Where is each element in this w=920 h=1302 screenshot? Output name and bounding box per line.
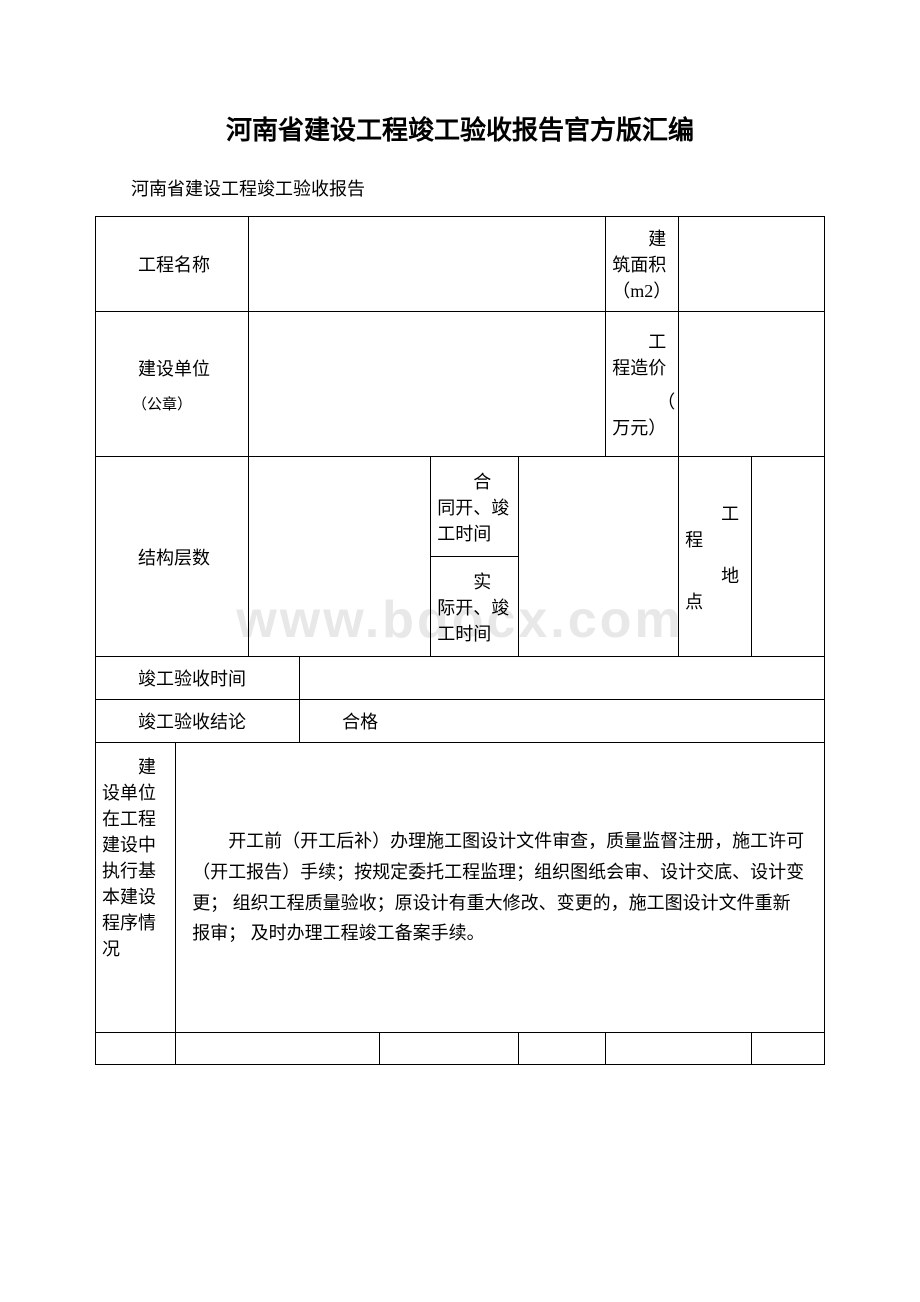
report-table: 工程名称 建筑面积（m2） 建设单位 （公章） 工程造价 （万元） 结构层数 合… [95, 216, 825, 1065]
label-structure-layers: 结构层数 [96, 457, 249, 657]
value-structure-layers [249, 457, 431, 657]
label-building-area: 建筑面积（m2） [606, 217, 679, 312]
value-acceptance-time [300, 657, 825, 700]
label-actual-time: 实际开、竣工时间 [431, 557, 518, 657]
value-acceptance-conclusion: 合格 [300, 700, 825, 743]
label-construction-unit: 建设单位 （公章） [96, 312, 249, 457]
empty-cell-5 [606, 1033, 752, 1065]
value-project-name [249, 217, 606, 312]
value-building-area [679, 217, 825, 312]
empty-cell-3 [380, 1033, 518, 1065]
label-acceptance-time: 竣工验收时间 [96, 657, 300, 700]
value-construction-unit [249, 312, 606, 457]
empty-cell-2 [176, 1033, 380, 1065]
empty-cell-6 [752, 1033, 825, 1065]
value-project-cost [679, 312, 825, 457]
value-project-point [752, 457, 825, 657]
document-subtitle: 河南省建设工程竣工验收报告 [95, 175, 825, 201]
label-contract-time: 合同开、竣工时间 [431, 457, 518, 557]
value-contract-time [518, 457, 678, 657]
value-procedure: 开工前（开工后补）办理施工图设计文件审查，质量监督注册，施工许可（开工报告）手续… [176, 743, 825, 1033]
empty-cell-4 [518, 1033, 605, 1065]
label-project-cost: 工程造价 （万元） [606, 312, 679, 457]
label-project-point: 工 程 地 点 [679, 457, 752, 657]
document-title: 河南省建设工程竣工验收报告官方版汇编 [95, 110, 825, 147]
label-acceptance-conclusion: 竣工验收结论 [96, 700, 300, 743]
empty-cell-1 [96, 1033, 176, 1065]
label-procedure: 建设单位在工程建设中执行基本建设程序情况 [96, 743, 176, 1033]
label-project-name: 工程名称 [96, 217, 249, 312]
